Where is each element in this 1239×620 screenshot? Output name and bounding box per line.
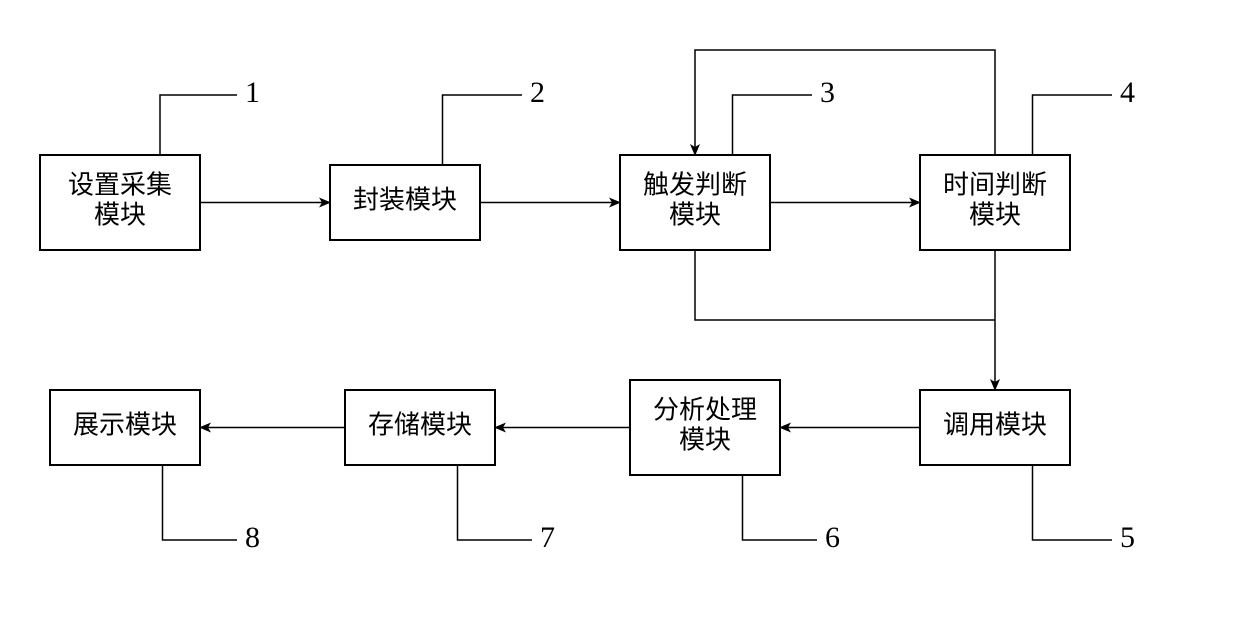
- label-7: 7: [540, 521, 555, 554]
- node-n6: 分析处理模块: [630, 380, 780, 475]
- node-n4-text-0: 时间判断: [943, 170, 1047, 199]
- node-n4: 时间判断模块: [920, 155, 1070, 250]
- label-4: 4: [1120, 76, 1135, 109]
- leader-6: [743, 475, 818, 540]
- label-8: 8: [245, 521, 260, 554]
- leader-5: [1033, 465, 1113, 540]
- node-n3-text-0: 触发判断: [643, 170, 747, 199]
- node-n2: 封装模块: [330, 165, 480, 240]
- leader-3: [733, 95, 813, 155]
- label-2: 2: [530, 76, 545, 109]
- node-n3-text-1: 模块: [669, 200, 721, 229]
- node-n7-text-0: 存储模块: [368, 410, 472, 439]
- leader-2: [443, 95, 523, 165]
- node-n6-text-1: 模块: [679, 425, 731, 454]
- node-n8: 展示模块: [50, 390, 200, 465]
- polyedge-0: [695, 50, 995, 155]
- leader-1: [160, 95, 237, 155]
- node-n1-text-0: 设置采集: [68, 170, 172, 199]
- label-1: 1: [245, 76, 260, 109]
- node-n3: 触发判断模块: [620, 155, 770, 250]
- leader-4: [1033, 95, 1113, 155]
- leader-7: [458, 465, 533, 540]
- node-n4-text-1: 模块: [969, 200, 1021, 229]
- flowchart-canvas: 设置采集模块封装模块触发判断模块时间判断模块调用模块分析处理模块存储模块展示模块…: [0, 0, 1239, 620]
- node-n6-text-0: 分析处理: [653, 395, 757, 424]
- label-5: 5: [1120, 521, 1135, 554]
- leader-8: [163, 465, 238, 540]
- node-n1-text-1: 模块: [94, 200, 146, 229]
- node-n5-text-0: 调用模块: [943, 410, 1047, 439]
- node-n8-text-0: 展示模块: [73, 410, 177, 439]
- label-3: 3: [820, 76, 835, 109]
- node-n2-text-0: 封装模块: [353, 185, 457, 214]
- node-n7: 存储模块: [345, 390, 495, 465]
- label-6: 6: [825, 521, 840, 554]
- polyedge-1: [695, 250, 995, 320]
- node-n1: 设置采集模块: [40, 155, 200, 250]
- node-n5: 调用模块: [920, 390, 1070, 465]
